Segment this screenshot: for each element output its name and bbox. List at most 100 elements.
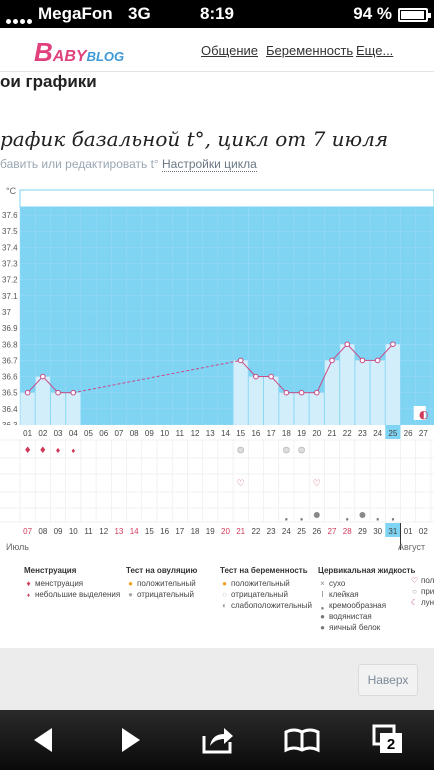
logo-part1: ABY	[52, 48, 87, 65]
calendar-date-label: 09	[54, 527, 63, 536]
legend-item: отрицательный	[137, 590, 194, 599]
temperature-point	[55, 389, 61, 396]
cycle-day-label: 14	[221, 429, 230, 438]
temperature-bar	[264, 376, 279, 425]
calendar-date-label: 12	[99, 527, 108, 536]
temperature-point	[24, 389, 31, 396]
add-edit-temperature-link[interactable]: бавить или редактировать t°	[0, 157, 159, 171]
cycle-day-label: 11	[176, 429, 185, 438]
cervical-fluid-icon: ❟	[376, 512, 379, 521]
temperature-point	[70, 389, 77, 396]
calendar-date-label: 10	[69, 527, 78, 536]
svg-text:2: 2	[387, 736, 395, 753]
temperature-bar	[324, 360, 340, 425]
temperature-point	[283, 389, 290, 396]
unit-label: °C	[6, 186, 17, 196]
legend-item: лун	[421, 598, 434, 607]
calendar-date-label: 19	[206, 527, 215, 536]
temperature-bar	[66, 392, 81, 425]
calendar-date-label: 31	[388, 527, 397, 536]
drop-small-icon: ♦	[26, 593, 31, 599]
temperature-point	[329, 357, 335, 364]
legend-pregnancy: Тест на беременность ● положительный ○ отр…	[220, 566, 312, 612]
temperature-bar	[20, 392, 35, 425]
cycle-day-label: 27	[419, 429, 428, 438]
temperature-segment	[27, 376, 44, 394]
calendar-date-label: 17	[175, 527, 184, 536]
legend-item: менструация	[35, 579, 84, 588]
legend-item: отрицательный	[231, 590, 288, 599]
cycle-day-label: 21	[328, 429, 337, 438]
cycle-day-label: 08	[130, 429, 139, 438]
legend-title: Цервикальная жидкость	[318, 566, 416, 575]
calendar-date-label: 26	[312, 527, 321, 536]
calendar-date-label: 21	[236, 527, 245, 536]
moon-icon: ☾	[410, 598, 419, 607]
legend-menstruation: Менструация ♦ менструация ♦ небольшие выде…	[24, 566, 120, 603]
cervical-egg-icon	[359, 512, 366, 518]
site-header: BABYBLOG Общение Беременность Еще...	[0, 28, 434, 72]
battery-icon	[398, 8, 431, 22]
y-tick-label: 37	[2, 308, 11, 317]
day-highlight	[385, 425, 401, 439]
legend-title: Тест на беременность	[220, 566, 308, 575]
page-title: ои графики	[0, 72, 97, 91]
temperature-point	[253, 373, 259, 380]
calendar-date-label: 18	[191, 527, 200, 536]
network-type: 3G	[128, 4, 151, 23]
temperature-point	[298, 389, 305, 396]
cycle-day-label: 19	[297, 429, 306, 438]
cycle-day-label: 25	[388, 429, 397, 438]
cycle-day-label: 03	[54, 429, 63, 438]
forward-icon[interactable]	[112, 722, 148, 758]
cervical-fluid-icon: ❟	[285, 512, 288, 521]
calendar-date-label: 20	[221, 527, 230, 536]
nav-pregnancy[interactable]: Беременность	[266, 43, 354, 58]
legend-item: небольшие выделения	[35, 590, 121, 599]
calendar-date-label: 14	[130, 527, 139, 536]
date-highlight	[385, 523, 401, 537]
temperature-point	[313, 389, 320, 396]
ovulation-negative-icon	[237, 446, 244, 454]
chart-title: рафик базальной t°, цикл от 7 июля	[0, 127, 389, 151]
temperature-point	[359, 357, 366, 364]
babyblog-logo[interactable]: BABYBLOG	[34, 37, 125, 67]
menstruation-drop-icon: ♦	[39, 446, 47, 456]
share-icon[interactable]	[200, 722, 236, 758]
calendar-date-label: 08	[38, 527, 47, 536]
legend-item: кремообразная	[329, 601, 387, 610]
cycle-day-label: 06	[99, 429, 108, 438]
back-icon[interactable]	[26, 722, 62, 758]
legend-item: при	[421, 587, 434, 596]
legend-title: Тест на овуляцию	[126, 566, 198, 575]
clock: 8:19	[199, 4, 235, 23]
moon-marker-bg	[413, 406, 426, 420]
calendar-date-label: 27	[328, 527, 337, 536]
cycle-day-label: 04	[69, 429, 78, 438]
nav-more[interactable]: Еще...	[356, 43, 394, 58]
cycle-day-label: 02	[38, 429, 47, 438]
tabs-icon[interactable]: 2	[370, 722, 406, 758]
month-label-july: Июль	[6, 542, 29, 552]
cycle-settings-link[interactable]: Настройки цикла	[162, 157, 257, 172]
temperature-bar	[50, 392, 66, 425]
temperature-bar	[294, 392, 309, 425]
calendar-date-label: 15	[145, 527, 154, 536]
temperature-segment	[42, 376, 59, 394]
bbt-chart: 37.6 37.5 37.4 37.3 37.2 37.1 37 36.9 36.8 36.7 36…	[0, 189, 434, 550]
nav-communication[interactable]: Общение	[201, 43, 259, 58]
cervical-fluid-icon: ❟	[391, 512, 394, 521]
bookmarks-icon[interactable]	[284, 722, 320, 758]
temperature-bar	[279, 392, 294, 425]
y-tick-label: 36.7	[2, 356, 18, 365]
calendar-date-label: 24	[282, 527, 291, 536]
status-bar: MegaFon 3G 8:19 94 %	[0, 0, 434, 28]
legend-item: сухо	[329, 579, 346, 588]
sticky-icon: I	[321, 590, 324, 599]
legend-item: положительный	[137, 579, 196, 588]
scroll-to-top-button[interactable]: Наверх	[358, 664, 418, 696]
temperature-bar	[385, 344, 400, 425]
y-tick-label: 37.1	[2, 292, 18, 301]
y-tick-label: 37.5	[2, 227, 18, 236]
